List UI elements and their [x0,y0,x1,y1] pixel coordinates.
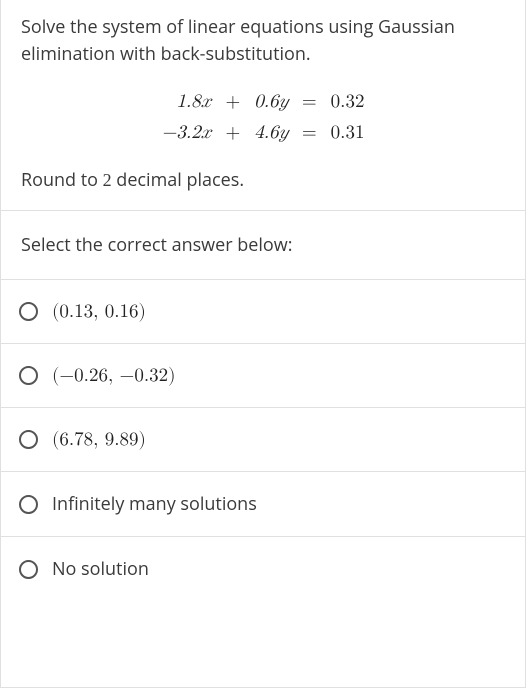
problem-statement: Solve the system of linear equations usi… [21,14,505,68]
equation-row-1: 1.8𝑥 + 0.6𝑦 = 0.32 [162,90,365,113]
eq1-equals: = [302,90,317,113]
question-card: Solve the system of linear equations usi… [0,0,526,688]
equation-row-2: −3.2𝑥 + 4.6𝑦 = 0.31 [162,121,365,144]
radio-icon [19,560,38,579]
eq1-plus: + [225,90,240,113]
option-e-label: No solution [52,557,149,581]
option-d-label: Infinitely many solutions [52,492,257,516]
eq2-plus: + [225,121,240,144]
eq1-by: 0.6𝑦 [254,90,288,113]
option-b[interactable]: (−0.26, −0.32) [1,344,525,408]
eq2-ax: −3.2𝑥 [162,121,212,144]
eq1-ax: 1.8𝑥 [162,90,212,113]
eq1-rhs: 0.32 [331,90,365,113]
round-suffix: decimal places. [112,168,244,192]
equation-system: 1.8𝑥 + 0.6𝑦 = 0.32 −3.2𝑥 + 4.6𝑦 = 0.31 [148,82,379,152]
radio-icon [19,430,38,449]
round-number: 2 [103,170,112,190]
option-a-label: (0.13, 0.16) [52,300,146,323]
radio-icon [19,366,38,385]
option-a[interactable]: (0.13, 0.16) [1,280,525,344]
eq2-by: 4.6𝑦 [254,121,288,144]
round-prefix: Round to [21,168,103,192]
option-e[interactable]: No solution [1,537,525,601]
radio-icon [19,302,38,321]
select-prompt: Select the correct answer below: [1,211,525,280]
problem-section: Solve the system of linear equations usi… [1,0,525,211]
option-d[interactable]: Infinitely many solutions [1,472,525,537]
radio-icon [19,495,38,514]
rounding-note: Round to 2 decimal places. [21,168,505,192]
eq2-equals: = [302,121,317,144]
eq2-rhs: 0.31 [331,121,365,144]
option-c[interactable]: (6.78, 9.89) [1,408,525,472]
option-c-label: (6.78, 9.89) [52,428,146,451]
option-b-label: (−0.26, −0.32) [52,364,176,387]
